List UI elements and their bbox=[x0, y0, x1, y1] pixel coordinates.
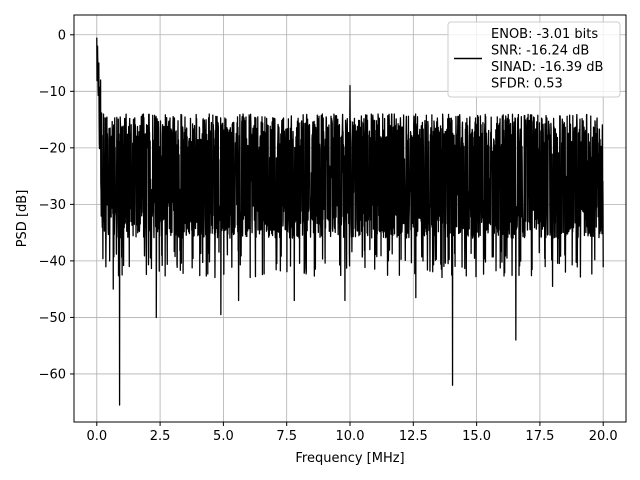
y-axis-label: PSD [dB] bbox=[15, 190, 30, 248]
x-tick-label: 2.5 bbox=[150, 429, 171, 444]
legend-entry-snr: SNR: -16.24 dB bbox=[491, 44, 589, 59]
y-tick-label: −10 bbox=[39, 85, 66, 100]
legend-entry-sfdr: SFDR: 0.53 bbox=[491, 77, 563, 92]
legend-box bbox=[447, 21, 621, 98]
psd-series bbox=[96, 37, 604, 406]
x-tick-label: 0.0 bbox=[86, 429, 107, 444]
x-tick-label: 17.5 bbox=[525, 429, 554, 444]
x-axis-label: Frequency [MHz] bbox=[295, 451, 404, 466]
legend: ENOB: -3.01 bits SNR: -16.24 dB SINAD: -… bbox=[447, 21, 621, 98]
y-tick-label: −30 bbox=[39, 198, 66, 213]
legend-entry-enob: ENOB: -3.01 bits bbox=[491, 27, 598, 42]
legend-entry-sinad: SINAD: -16.39 dB bbox=[491, 60, 603, 75]
y-tick-label: −40 bbox=[39, 254, 66, 269]
y-tick-label: −50 bbox=[39, 311, 66, 326]
y-tick-label: −60 bbox=[39, 367, 66, 382]
x-tick-label: 5.0 bbox=[213, 429, 234, 444]
x-tick-label: 10.0 bbox=[336, 429, 365, 444]
y-tick-label: −20 bbox=[39, 141, 66, 156]
x-tick-label: 15.0 bbox=[462, 429, 491, 444]
x-tick-label: 7.5 bbox=[276, 429, 297, 444]
x-tick-label: 20.0 bbox=[589, 429, 618, 444]
x-tick-label: 12.5 bbox=[399, 429, 428, 444]
y-tick-label: 0 bbox=[58, 28, 66, 43]
psd-line bbox=[96, 37, 604, 406]
x-axis-ticks: 0.0 2.5 5.0 7.5 10.0 12.5 15.0 17.5 20.0 bbox=[86, 422, 618, 444]
y-axis-ticks: 0 −10 −20 −30 −40 −50 −60 bbox=[39, 28, 74, 382]
